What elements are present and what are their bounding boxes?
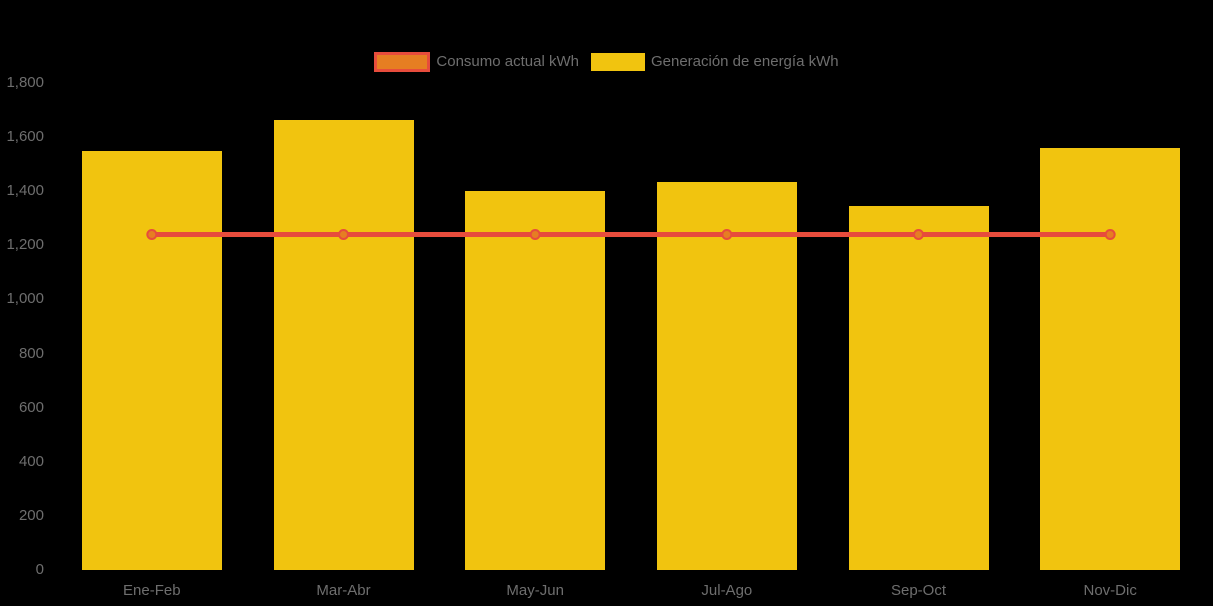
y-axis-tick-label: 1,400 [6, 182, 44, 200]
generacion-bar-nov-dic[interactable] [1040, 147, 1181, 570]
legend: Consumo actual kWh Generación de energía… [0, 50, 1213, 74]
y-axis-tick-label: 1,200 [6, 236, 44, 254]
x-axis-label-mar-abr: Mar-Abr [316, 582, 371, 599]
y-axis-tick-label: 800 [18, 344, 44, 362]
generacion-bar-may-jun[interactable] [465, 191, 606, 570]
x-axis-label-may-jun: May-Jun [506, 582, 564, 599]
y-axis-tick-label: 1,000 [6, 290, 44, 308]
legend-item-consumo[interactable]: Consumo actual kWh [374, 52, 579, 72]
consumo-marker-jul-ago[interactable] [721, 229, 733, 241]
x-axis-label-jul-ago: Jul-Ago [701, 582, 753, 599]
consumo-marker-may-jun[interactable] [529, 229, 541, 241]
generacion-bar-jul-ago[interactable] [656, 181, 797, 570]
consumo-legend-marker-icon [374, 52, 431, 72]
generacion-legend-label: Generación de energía kWh [650, 53, 839, 70]
y-axis-tick-label: 0 [35, 561, 44, 578]
generacion-legend-marker-icon [590, 53, 645, 71]
x-axis-label-ene-feb: Ene-Feb [123, 582, 181, 599]
x-axis-label-nov-dic: Nov-Dic [1083, 582, 1137, 599]
consumo-marker-nov-dic[interactable] [1104, 229, 1116, 241]
consumo-legend-label: Consumo actual kWh [436, 53, 579, 70]
y-axis-tick-label: 600 [18, 398, 44, 416]
y-axis-tick-label: 1,800 [6, 74, 44, 91]
generacion-bar-ene-feb[interactable] [81, 150, 222, 570]
consumo-marker-ene-feb[interactable] [146, 229, 158, 241]
y-axis-tick-label: 200 [18, 506, 44, 524]
y-axis-tick-label: 1,600 [6, 128, 44, 146]
consumo-marker-mar-abr[interactable] [338, 229, 349, 241]
consumo-marker-sep-oct[interactable] [913, 229, 924, 241]
legend-item-generacion[interactable]: Generación de energía kWh [590, 52, 839, 72]
x-axis-label-sep-oct: Sep-Oct [890, 582, 947, 599]
generacion-bar-mar-abr[interactable] [273, 119, 414, 570]
y-axis-tick-label: 400 [18, 452, 44, 470]
generacion-bar-sep-oct[interactable] [848, 206, 989, 570]
